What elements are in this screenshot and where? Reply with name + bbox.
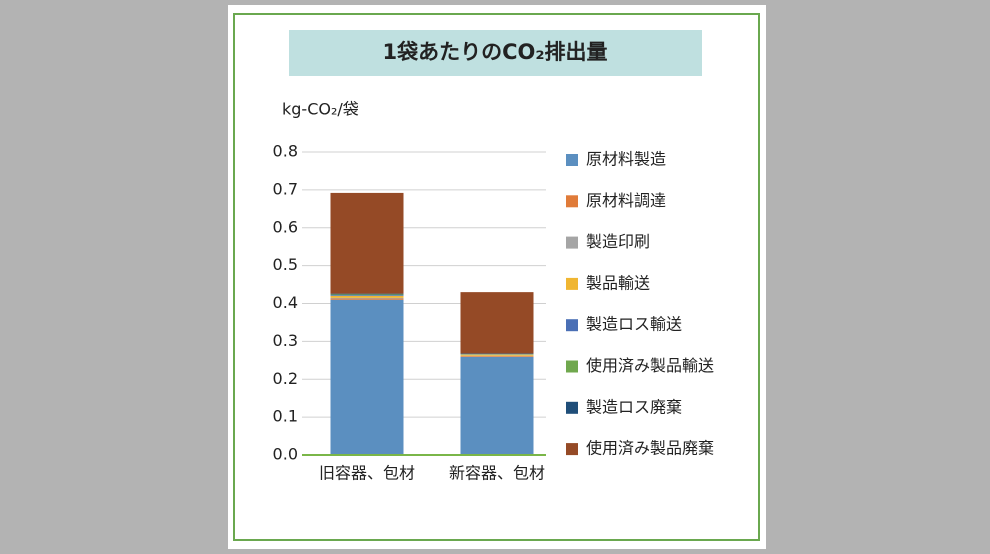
legend-swatch	[566, 443, 578, 456]
x-tick-label: 旧容器、包材	[319, 464, 415, 483]
x-tick-label: 新容器、包材	[449, 464, 545, 483]
y-tick-label: 0.2	[273, 369, 298, 388]
panel-border	[233, 13, 760, 541]
y-tick-label: 0.3	[273, 331, 298, 350]
y-tick-label: 0.0	[273, 445, 298, 464]
y-tick-label: 0.5	[273, 255, 298, 274]
legend-swatch	[566, 195, 578, 208]
legend-swatch	[566, 360, 578, 373]
y-tick-label: 0.4	[273, 293, 298, 312]
bar-segment	[460, 354, 534, 356]
legend-label: 原材料製造	[586, 150, 666, 169]
bar-segment	[460, 356, 534, 455]
legend-swatch	[566, 154, 578, 166]
y-tick-label: 0.7	[273, 179, 298, 198]
legend-label: 原材料調達	[586, 191, 666, 210]
y-tick-label: 0.1	[273, 407, 298, 426]
legend-label: 使用済み製品廃棄	[586, 439, 714, 458]
legend-label: 製造印刷	[586, 232, 650, 251]
legend-swatch	[566, 401, 578, 414]
legend-label: 製造ロス廃棄	[586, 397, 682, 416]
bar-segment	[460, 356, 534, 357]
legend-swatch	[566, 277, 578, 290]
bar-segment	[330, 295, 404, 298]
legend-label: 製品輸送	[586, 273, 650, 292]
bar-segment	[330, 294, 404, 296]
bar-segment	[330, 298, 404, 300]
bar-segment	[330, 295, 404, 296]
bar-segment	[330, 192, 404, 294]
y-tick-label: 0.8	[273, 142, 298, 161]
panel	[228, 5, 766, 549]
title-box	[289, 30, 702, 76]
y-axis-label: kg-CO₂/袋	[282, 100, 359, 119]
y-tick-label: 0.6	[273, 217, 298, 236]
bar-segment	[330, 299, 404, 455]
legend-swatch	[566, 319, 578, 332]
legend-label: 使用済み製品輸送	[586, 356, 714, 375]
bar-segment	[330, 297, 404, 299]
bar-segment	[330, 293, 404, 295]
legend-swatch	[566, 236, 578, 249]
bar-segment	[460, 292, 534, 354]
chart-title: 1袋あたりのCO₂排出量	[382, 40, 607, 64]
legend-label: 製造ロス輸送	[586, 315, 682, 334]
